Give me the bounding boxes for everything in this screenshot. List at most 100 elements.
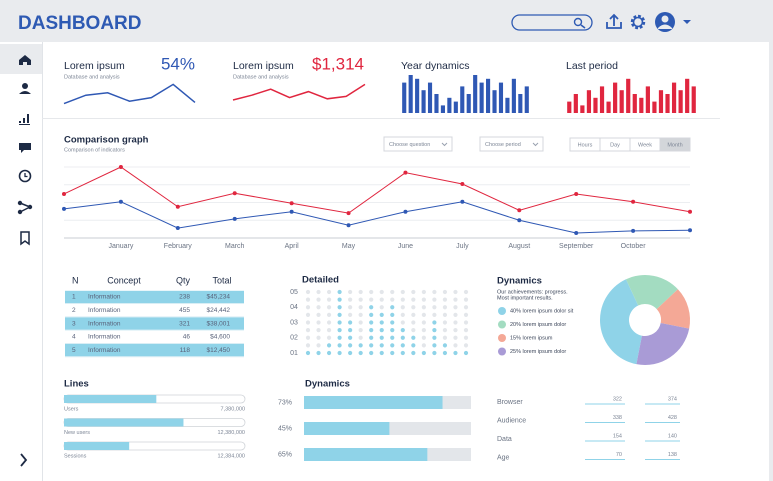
empty-dot <box>326 328 332 333</box>
empty-dot <box>379 297 384 302</box>
empty-dot <box>463 289 469 295</box>
nav-user-body <box>19 91 31 94</box>
range-button[interactable] <box>659 137 691 152</box>
empty-dot <box>326 335 332 340</box>
chart-title: Dynamics <box>305 379 350 390</box>
select-arrow <box>441 142 448 147</box>
filled-dot <box>379 312 384 317</box>
range-button-label: Day <box>610 142 620 148</box>
empty-dot <box>305 305 311 310</box>
x-tick-label: January <box>108 243 133 250</box>
range-button-label: Hours <box>578 142 593 148</box>
filled-dot <box>400 335 405 340</box>
filled-dot <box>337 350 342 356</box>
period-select[interactable] <box>479 136 544 152</box>
nav-user[interactable] <box>22 83 28 89</box>
empty-dot <box>326 320 332 325</box>
empty-dot <box>379 305 384 310</box>
series-point <box>574 191 579 196</box>
filled-dot <box>348 335 353 340</box>
empty-dot <box>442 328 448 333</box>
table-cell: 1 <box>72 294 76 301</box>
question-select[interactable] <box>383 136 453 152</box>
bar <box>440 105 445 113</box>
filled-dot <box>358 350 363 356</box>
nav-bookmark[interactable] <box>20 231 30 246</box>
period-select-label: Choose period <box>485 142 521 148</box>
series-point <box>574 231 579 236</box>
table-cell: 2 <box>72 307 76 314</box>
sidebar-expand[interactable] <box>20 453 28 467</box>
bar <box>606 101 611 113</box>
user-dropdown[interactable] <box>683 20 691 24</box>
bar <box>447 97 452 113</box>
settings-icon[interactable] <box>630 14 646 30</box>
sparkline <box>232 83 366 101</box>
table-cell: 3 <box>72 320 76 327</box>
bar <box>304 422 390 435</box>
filled-dot <box>432 335 437 340</box>
bar <box>678 90 683 113</box>
legend-swatch <box>498 334 506 342</box>
stat-value: 374 <box>668 396 677 402</box>
stat-value: 70 <box>616 452 622 458</box>
filled-dot <box>348 350 353 356</box>
series-point <box>62 191 66 196</box>
filled-dot <box>316 350 321 356</box>
table-cell: Information <box>88 347 121 354</box>
series-point <box>289 201 294 206</box>
series-line <box>63 201 691 234</box>
empty-dot <box>421 297 426 302</box>
table-cell: 46 <box>183 334 191 341</box>
x-tick-label: August <box>508 243 530 250</box>
sparkline <box>63 83 196 105</box>
bar <box>466 94 471 113</box>
empty-dot <box>463 312 469 317</box>
bar <box>511 78 516 113</box>
table-cell: 5 <box>72 347 76 354</box>
table-header: Concept <box>107 275 141 285</box>
empty-dot <box>369 297 374 302</box>
progress-fill <box>64 395 157 403</box>
bar <box>415 78 420 113</box>
progress-fill <box>64 418 184 427</box>
empty-dot <box>400 297 405 302</box>
nav-stats[interactable] <box>19 114 30 125</box>
empty-dot <box>305 297 311 302</box>
bar-label: 73% <box>278 399 292 406</box>
empty-dot <box>400 305 405 310</box>
empty-dot <box>463 343 469 348</box>
table-cell: $38,001 <box>207 320 231 327</box>
donut-segment <box>625 275 678 310</box>
bar <box>580 105 585 113</box>
empty-dot <box>411 328 416 333</box>
filled-dot <box>305 350 311 356</box>
chart-subtitle: Our achievements: progress. <box>497 289 568 295</box>
progress-fill <box>64 442 130 450</box>
upload-icon[interactable] <box>606 13 622 29</box>
nav-messages[interactable] <box>19 143 31 153</box>
nav-share-node <box>17 200 23 206</box>
filled-dot <box>390 335 395 340</box>
bar <box>427 82 433 113</box>
stat-label: Audience <box>497 417 526 424</box>
table-row <box>65 344 244 357</box>
empty-dot <box>305 312 311 317</box>
filled-dot <box>337 320 342 325</box>
empty-dot <box>390 289 395 295</box>
empty-dot <box>453 312 458 317</box>
nav-history[interactable] <box>18 169 32 183</box>
table-header: N <box>72 275 79 285</box>
filled-dot <box>442 343 448 348</box>
nav-home[interactable] <box>19 55 31 65</box>
bar <box>421 90 426 113</box>
stat-value: 428 <box>668 415 677 421</box>
empty-dot <box>316 312 321 317</box>
card-title: Last period <box>566 60 618 72</box>
bar <box>304 396 443 409</box>
search-box[interactable] <box>511 14 593 31</box>
filled-dot <box>432 320 437 325</box>
chart-title: Lines <box>64 379 89 390</box>
nav-share-node <box>17 209 23 215</box>
